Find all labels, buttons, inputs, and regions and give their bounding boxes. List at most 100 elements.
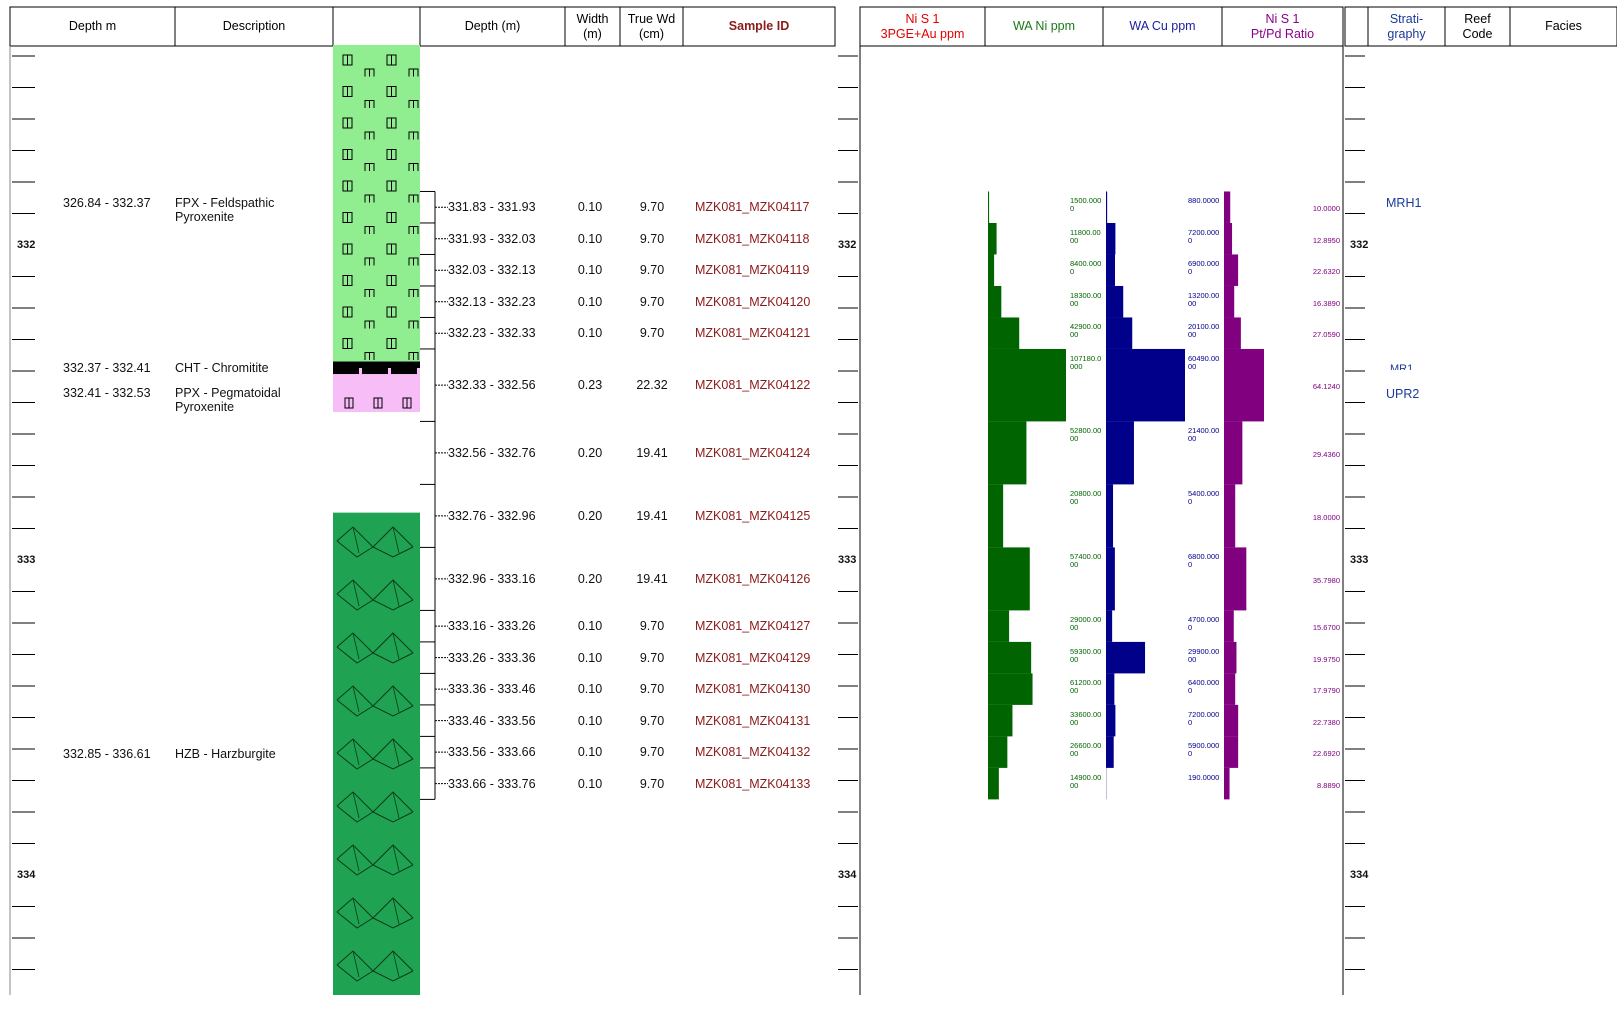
value-label: 15.6700: [1312, 623, 1340, 633]
value-label: 4700.0000: [1188, 615, 1220, 633]
sample-width: 0.20: [577, 445, 603, 460]
cu-bar: [1106, 348, 1185, 422]
value-label: 19.9750: [1312, 654, 1340, 664]
value-label: 52800.0000: [1070, 426, 1102, 444]
value-label: 14900.0000: [1070, 772, 1102, 790]
header: Reef Code: [1462, 11, 1493, 41]
value-label: 29900.0000: [1188, 646, 1220, 664]
value-label: 20800.0000: [1070, 489, 1102, 507]
value-label: 18300.0000: [1070, 290, 1102, 308]
cu-bar: [1106, 641, 1146, 674]
sample-depth: 333.66 - 333.76: [448, 776, 536, 791]
ratio-bar: [1224, 704, 1239, 737]
sample-true-width: 19.41: [636, 571, 668, 586]
value-label: 57400.0000: [1070, 552, 1102, 570]
cu-bar: [1106, 547, 1115, 611]
value-label: 6900.0000: [1188, 259, 1220, 277]
lithology-pattern: [333, 45, 420, 362]
cu-bar: [1106, 610, 1113, 642]
depth-label: 332: [1350, 239, 1369, 252]
value-label: 11800.0000: [1070, 227, 1101, 245]
cu-bar: [1106, 222, 1116, 255]
value-label: 6800.0000: [1188, 552, 1220, 570]
cu-bar: [1106, 421, 1134, 485]
lithology-depth: 332.37 - 332.41: [63, 360, 151, 375]
sample-depth: 332.76 - 332.96: [448, 508, 536, 523]
sample-id: MZK081_MZK04130: [695, 682, 811, 697]
value-label: 29000.0000: [1070, 615, 1102, 633]
value-label: 12.8950: [1312, 235, 1340, 245]
sample-id: MZK081_MZK04120: [695, 294, 811, 309]
depth-label: 333: [17, 554, 36, 566]
sample-depth: 333.26 - 333.36: [448, 650, 536, 665]
header-box: [859, 6, 1344, 47]
stratigraphy-label: MR1: [1390, 363, 1414, 370]
ratio-bar: [1224, 222, 1233, 255]
cu-bar: [1106, 673, 1115, 705]
value-label: 22.7380: [1312, 717, 1340, 727]
depth-label: 332: [17, 239, 36, 252]
header: Depth m: [68, 19, 117, 33]
value-label: 7200.0000: [1188, 709, 1220, 727]
value-label: 20100.0000: [1188, 322, 1220, 340]
sample-true-width: 9.70: [639, 294, 665, 309]
sample-width: 0.10: [577, 231, 603, 246]
sample-id: MZK081_MZK04126: [695, 571, 811, 586]
ratio-bar: [1224, 547, 1247, 611]
value-label: 107180.0000: [1070, 353, 1102, 371]
sample-width: 0.10: [577, 619, 603, 634]
value-label: 1500.0000: [1070, 196, 1102, 214]
sample-id: MZK081_MZK04119: [695, 263, 810, 278]
sample-width: 0.10: [577, 263, 603, 278]
value-label: 10.0000: [1312, 204, 1340, 214]
sample-true-width: 9.70: [639, 682, 665, 697]
header-dividers: [174, 7, 1511, 46]
ni-bar: [988, 610, 1010, 642]
ni-bar: [988, 641, 1032, 674]
value-label: 60490.0000: [1188, 353, 1220, 371]
lithology-pattern: [333, 374, 420, 412]
cu-bar: [1106, 704, 1116, 737]
value-label: 59300.0000: [1070, 646, 1102, 664]
sample-depth: 333.36 - 333.46: [448, 682, 536, 697]
sample-id: MZK081_MZK04117: [695, 200, 810, 215]
ni-bar: [988, 767, 999, 800]
value-label: 35.7980: [1312, 575, 1340, 585]
lithology-description: HZB - Harzburgite: [175, 746, 276, 761]
header: Ni S 1 3PGE+Au ppm: [880, 11, 965, 41]
sample-id: MZK081_MZK04127: [695, 619, 811, 634]
ni-bar: [988, 484, 1004, 548]
ni-bar: [988, 191, 990, 223]
sample-depth: 333.16 - 333.26: [448, 619, 536, 634]
header: Sample ID: [728, 19, 790, 33]
value-label: 61200.0000: [1070, 678, 1102, 696]
value-label: 7200.0000: [1188, 227, 1220, 245]
depth-label: 334: [1350, 868, 1369, 881]
ni-bar: [988, 348, 1066, 422]
ni-bar: [988, 317, 1020, 349]
header: Description: [222, 19, 286, 33]
sample-id: MZK081_MZK04132: [695, 745, 811, 760]
depth-label: 334: [838, 868, 857, 881]
cu-bar: [1106, 484, 1114, 548]
lithology-depth: 332.41 - 332.53: [63, 386, 151, 401]
sample-true-width: 9.70: [639, 231, 665, 246]
lithology-description: CHT - Chromitite: [175, 360, 269, 375]
sample-id: MZK081_MZK04131: [695, 713, 811, 728]
lithology-pattern: [333, 512, 420, 995]
ratio-bar: [1224, 317, 1241, 349]
sample-width: 0.10: [577, 745, 603, 760]
ratio-bar: [1224, 673, 1236, 705]
depth-label: 334: [17, 868, 36, 881]
ni-bar: [988, 285, 1002, 318]
ratio-bar: [1224, 484, 1236, 548]
header: Facies: [1545, 19, 1582, 33]
value-label: 13200.0000: [1188, 290, 1220, 308]
sample-true-width: 9.70: [639, 745, 665, 760]
ni-bar: [988, 254, 995, 286]
value-label: 64.1240: [1312, 382, 1340, 392]
sample-true-width: 9.70: [639, 263, 665, 278]
header: Depth (m): [464, 19, 521, 33]
ratio-bar: [1224, 736, 1239, 768]
sample-true-width: 9.70: [639, 776, 665, 791]
